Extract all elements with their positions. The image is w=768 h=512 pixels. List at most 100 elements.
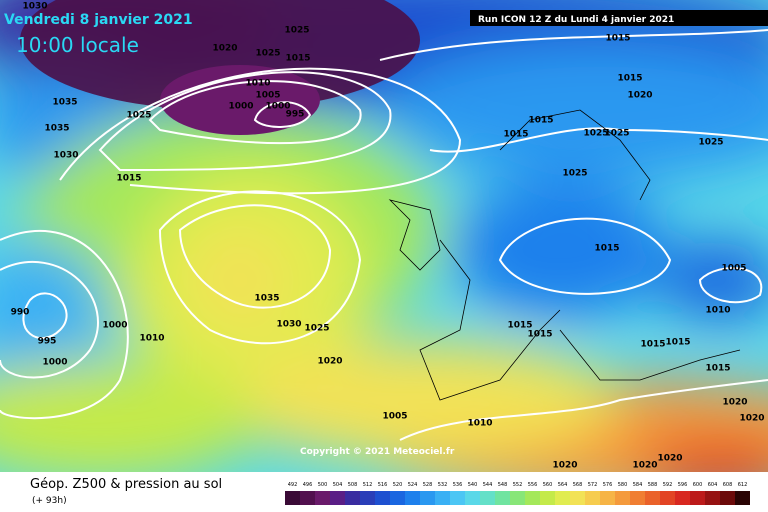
color-swatch: [375, 491, 390, 505]
color-swatch: [675, 491, 690, 505]
color-swatch: [720, 491, 735, 505]
scale-label: 496: [303, 482, 313, 488]
isobar-label: 1015: [116, 174, 141, 184]
color-swatch: [435, 491, 450, 505]
color-swatch: [630, 491, 645, 505]
color-scale: 492 496 500 504 508 512 516 520 524 528 532 536 540 5…: [285, 482, 750, 505]
copyright: Copyright © 2021 Meteociel.fr: [300, 447, 455, 457]
scale-label: 508: [348, 482, 358, 488]
scale-label: 540: [468, 482, 478, 488]
scale-label: 600: [693, 482, 703, 488]
isobar-label: 1020: [657, 454, 682, 464]
coastlines: [388, 109, 741, 401]
color-swatch: [615, 491, 630, 505]
scale-label: 512: [363, 482, 373, 488]
isobars: [0, 29, 768, 441]
color-swatch: [585, 491, 600, 505]
color-swatch: [465, 491, 480, 505]
isobar-label: 1020: [212, 44, 237, 54]
scale-label: 536: [453, 482, 463, 488]
isobar-label: 1005: [382, 412, 407, 422]
lead-time: (+ 93h): [32, 496, 67, 506]
color-swatch: [705, 491, 720, 505]
scale-label: 612: [738, 482, 748, 488]
color-swatch: [540, 491, 555, 505]
isobar-label: 1015: [503, 130, 528, 140]
isobar-label: 1030: [22, 2, 47, 12]
color-swatch: [405, 491, 420, 505]
color-swatch: [735, 491, 750, 505]
isobar-label: 1005: [721, 264, 746, 274]
color-swatch: [285, 491, 300, 505]
isobar-label: 1025: [284, 26, 309, 36]
isobar-label: 1030: [53, 151, 78, 161]
isobar-label: 1015: [527, 330, 552, 340]
isobar-label: 1025: [698, 138, 723, 148]
color-swatch: [360, 491, 375, 505]
isobar-label: 1035: [254, 294, 279, 304]
color-swatch: [645, 491, 660, 505]
scale-label: 580: [618, 482, 628, 488]
run-info: Run ICON 12 Z du Lundi 4 janvier 2021: [478, 15, 674, 25]
scale-label: 552: [513, 482, 523, 488]
color-swatch: [420, 491, 435, 505]
color-swatch: [570, 491, 585, 505]
isobar-label: 1020: [739, 414, 764, 424]
color-swatch: [300, 491, 315, 505]
scale-label: 560: [543, 482, 553, 488]
isobar-label: 1015: [528, 116, 553, 126]
isobar-label: 1015: [285, 54, 310, 64]
isobar-label: 1015: [507, 321, 532, 331]
color-swatch: [525, 491, 540, 505]
scale-label: 500: [318, 482, 328, 488]
isobar-label: 1020: [552, 461, 577, 471]
isobar-label: 1020: [722, 398, 747, 408]
isobar-label: 1020: [627, 91, 652, 101]
isobar-label: 1015: [605, 34, 630, 44]
scale-label: 568: [573, 482, 583, 488]
isobar-label: 1015: [594, 244, 619, 254]
isobar-label: 1010: [245, 79, 270, 89]
scale-label: 524: [408, 482, 418, 488]
scale-label: 592: [663, 482, 673, 488]
isobar-label: 1005: [255, 91, 280, 101]
color-swatch: [390, 491, 405, 505]
isobar-label: 995: [286, 110, 305, 120]
isobar-label: 1020: [317, 357, 342, 367]
isobar-label: 1010: [467, 419, 492, 429]
isobar-label: 1020: [632, 461, 657, 471]
isobar-label: 1010: [705, 306, 730, 316]
scale-label: 588: [648, 482, 658, 488]
isobar-label: 990: [11, 308, 30, 318]
color-swatch: [600, 491, 615, 505]
isobar-label: 1035: [52, 98, 77, 108]
scale-label: 604: [708, 482, 718, 488]
isobar-label: 1025: [304, 324, 329, 334]
color-swatch: [330, 491, 345, 505]
scale-label: 572: [588, 482, 598, 488]
run-box: [470, 10, 768, 26]
color-swatch: [660, 491, 675, 505]
color-swatch: [510, 491, 525, 505]
scale-label: 516: [378, 482, 388, 488]
scale-label: 576: [603, 482, 613, 488]
map: [0, 0, 768, 472]
isobar-label: 1025: [604, 129, 629, 139]
color-swatch: [480, 491, 495, 505]
color-swatch: [690, 491, 705, 505]
isobar-label: 1025: [583, 129, 608, 139]
isobar-label: 1035: [44, 124, 69, 134]
isobar-label: 1000: [42, 358, 67, 368]
isobar-label: 1025: [126, 111, 151, 121]
scale-label: 608: [723, 482, 733, 488]
color-swatch: [315, 491, 330, 505]
scale-label: 564: [558, 482, 568, 488]
isobar-label: 1010: [139, 334, 164, 344]
scale-label: 548: [498, 482, 508, 488]
isobar-label: 995: [38, 337, 57, 347]
time: 10:00 locale: [16, 33, 139, 57]
isobar-label: 1015: [617, 74, 642, 84]
isobar-label: 1000: [228, 102, 253, 112]
